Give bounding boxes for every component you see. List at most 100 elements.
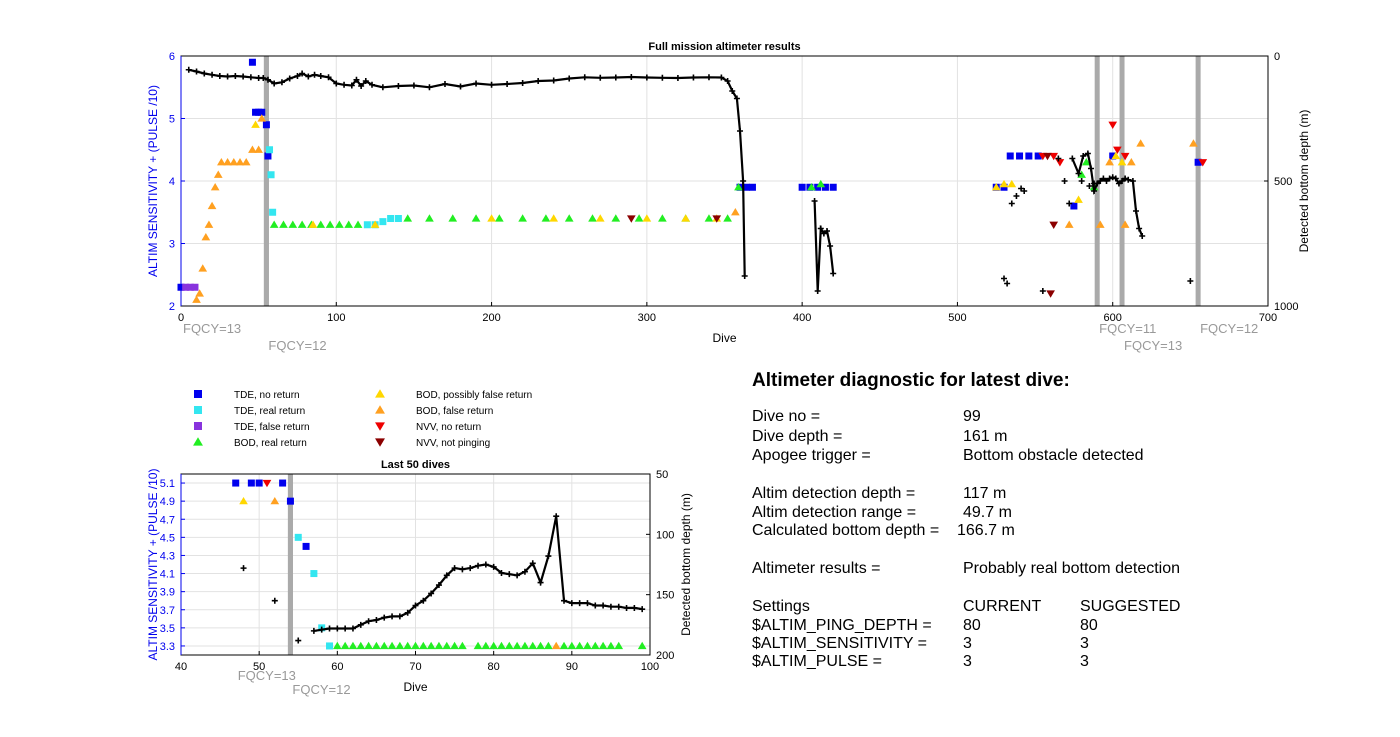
legend-label: TDE, real return xyxy=(234,406,305,417)
setting-marker xyxy=(370,220,380,228)
setting-marker xyxy=(549,214,559,222)
x-tick-label: 700 xyxy=(1259,312,1277,324)
legend-label: TDE, no return xyxy=(234,390,300,401)
depth-point xyxy=(482,561,489,568)
series-bod-possibly-false-return xyxy=(251,120,1127,228)
depth-point xyxy=(581,74,588,81)
legend-marker xyxy=(375,389,385,398)
y-left-axis-label: ALTIM SENSITIVITY + (PULSE /10) xyxy=(146,85,160,277)
setting-marker xyxy=(195,289,204,297)
depth-point xyxy=(317,73,324,79)
depth-point xyxy=(428,590,435,597)
depth-point xyxy=(404,609,411,616)
series-bod-real-return xyxy=(332,641,647,650)
series-bod-false-return xyxy=(270,496,561,650)
setting-marker xyxy=(583,641,592,650)
setting-marker xyxy=(712,215,722,223)
depth-points xyxy=(1069,150,1146,239)
sensitivity-current: 3 xyxy=(963,635,972,652)
setting-marker xyxy=(798,183,806,191)
setting-marker xyxy=(541,214,551,222)
depth-point xyxy=(740,178,747,184)
setting-marker xyxy=(471,214,481,222)
dive-depth-label: Dive depth = xyxy=(752,428,843,445)
legend-marker xyxy=(194,422,202,430)
depth-point xyxy=(827,243,834,249)
setting-marker xyxy=(207,201,217,210)
depth-point xyxy=(410,82,417,89)
y-left-tick-label: 3.9 xyxy=(160,587,175,599)
series-tde-false-return xyxy=(182,283,199,291)
dive-no-value: 99 xyxy=(963,408,981,425)
setting-marker xyxy=(426,641,436,650)
depth-point xyxy=(232,73,239,79)
depth-point xyxy=(426,84,433,91)
depth-point xyxy=(1109,174,1116,181)
setting-marker xyxy=(394,215,402,222)
depth-point xyxy=(628,74,635,80)
x-tick-label: 600 xyxy=(1104,312,1122,324)
current-label: CURRENT xyxy=(963,598,1042,615)
setting-marker xyxy=(248,145,257,153)
pulse-label: $ALTIM_PULSE = xyxy=(752,653,882,670)
depth-point xyxy=(1091,188,1098,194)
setting-marker xyxy=(210,183,220,191)
fqcy-label: FQCY=13 xyxy=(1124,338,1182,353)
setting-marker xyxy=(332,641,342,650)
setting-marker xyxy=(262,121,270,129)
depth-point xyxy=(612,74,619,81)
results-label: Altimeter results = xyxy=(752,560,881,577)
setting-marker xyxy=(1049,152,1059,161)
setting-marker xyxy=(999,179,1009,188)
setting-marker xyxy=(1064,220,1074,228)
setting-marker xyxy=(1049,221,1059,229)
depth-point xyxy=(260,75,267,81)
depth-point xyxy=(379,84,386,91)
setting-marker xyxy=(642,214,652,222)
legend-label: BOD, possibly false return xyxy=(416,390,532,401)
setting-marker xyxy=(442,641,452,650)
depth-point xyxy=(395,83,402,89)
depth-point xyxy=(209,71,216,78)
depth-point xyxy=(240,565,247,572)
depth-point xyxy=(326,625,333,632)
setting-marker xyxy=(497,641,506,650)
setting-marker xyxy=(270,496,280,505)
setting-marker xyxy=(264,152,272,160)
x-tick-label: 60 xyxy=(331,661,343,673)
depth-point xyxy=(1091,180,1098,187)
fqcy-label: FQCY=12 xyxy=(292,682,350,697)
setting-marker xyxy=(1095,220,1105,228)
setting-marker xyxy=(257,114,267,122)
setting-marker xyxy=(364,641,373,650)
depth-point xyxy=(286,75,293,82)
setting-marker xyxy=(348,641,358,650)
depth-point xyxy=(349,625,356,632)
setting-marker xyxy=(611,214,621,222)
depth-point xyxy=(278,79,285,86)
setting-marker xyxy=(1127,158,1136,166)
setting-marker xyxy=(1074,195,1083,203)
depth-point xyxy=(420,597,427,604)
depth-point xyxy=(443,572,450,579)
depth-point xyxy=(566,75,573,82)
setting-marker xyxy=(279,220,288,228)
fqcy-label: FQCY=13 xyxy=(183,321,241,336)
depth-point xyxy=(724,78,731,84)
legend-label: BOD, false return xyxy=(416,406,493,417)
results-value: Probably real bottom detection xyxy=(963,560,1181,577)
depth-point xyxy=(1100,175,1107,182)
setting-marker xyxy=(201,233,211,241)
setting-marker xyxy=(1111,151,1121,160)
detect-range-label: Altim detection range = xyxy=(752,504,917,521)
setting-marker xyxy=(520,641,530,650)
setting-marker xyxy=(606,641,616,650)
y-right-tick-label: 1000 xyxy=(1274,301,1298,313)
depth-point xyxy=(817,225,824,232)
setting-marker xyxy=(704,214,714,222)
setting-marker xyxy=(536,641,545,650)
y-left-tick-label: 4 xyxy=(169,176,175,188)
depth-point xyxy=(1001,275,1008,282)
setting-marker xyxy=(353,220,363,228)
setting-marker xyxy=(734,183,743,191)
